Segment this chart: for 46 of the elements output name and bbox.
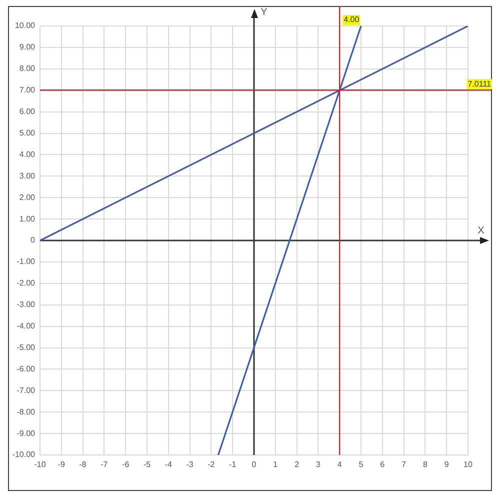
x-tick-label: -4 bbox=[164, 460, 172, 470]
y-tick-label: -10.00 bbox=[12, 450, 36, 460]
x-tick-label: -1 bbox=[229, 460, 237, 470]
y-tick-label: -7.00 bbox=[16, 386, 36, 395]
x-tick-label: -5 bbox=[143, 460, 152, 470]
x-tick-label: 7 bbox=[402, 460, 407, 470]
ref-line-label: 7.0111 bbox=[468, 79, 492, 88]
x-tick-label: -6 bbox=[122, 460, 130, 470]
y-tick-label: 4.00 bbox=[19, 150, 36, 159]
y-tick-label: -9.00 bbox=[16, 428, 36, 438]
x-tick-label: -8 bbox=[79, 460, 87, 470]
x-tick-label: 5 bbox=[358, 460, 364, 470]
y-tick-label: -4.00 bbox=[16, 322, 36, 331]
x-tick-label: -3 bbox=[186, 460, 194, 470]
x-tick-label: 10 bbox=[464, 460, 473, 470]
y-tick-label: 3.00 bbox=[19, 171, 36, 180]
x-tick-label: -7 bbox=[100, 460, 108, 470]
y-tick-label: 8.00 bbox=[19, 64, 36, 74]
y-tick-label: -3.00 bbox=[16, 300, 36, 310]
x-tick-label: 2 bbox=[294, 460, 300, 470]
y-tick-label: 2.00 bbox=[19, 192, 36, 202]
y-tick-label: 6.00 bbox=[19, 107, 36, 116]
y-tick-label: -5.00 bbox=[16, 342, 36, 352]
y-tick-label: -2.00 bbox=[16, 278, 36, 288]
y-tick-label: 1.00 bbox=[19, 214, 36, 224]
x-tick-label: 8 bbox=[422, 460, 428, 470]
y-tick-label: -6.00 bbox=[16, 364, 36, 374]
y-tick-label: 7.00 bbox=[19, 86, 36, 95]
x-tick-label: -2 bbox=[208, 460, 216, 470]
x-tick-label: -9 bbox=[58, 460, 66, 470]
x-tick-label: 6 bbox=[380, 460, 386, 470]
y-tick-label: -1.00 bbox=[16, 257, 36, 266]
x-axis-title: X bbox=[478, 225, 485, 236]
x-tick-label: 9 bbox=[444, 460, 450, 470]
y-axis-title: Y bbox=[260, 6, 268, 18]
y-tick-label: 5.00 bbox=[19, 128, 36, 138]
x-tick-label: 1 bbox=[273, 460, 278, 470]
ref-line-label: 4.00 bbox=[344, 15, 360, 24]
y-tick-label: 10.00 bbox=[14, 21, 36, 30]
y-tick-label: -8.00 bbox=[16, 407, 36, 416]
x-tick-label: 0 bbox=[252, 460, 257, 470]
y-tick-label: 9.00 bbox=[19, 42, 36, 52]
y-tick-label: 0 bbox=[30, 236, 36, 245]
x-tick-label: 4 bbox=[337, 460, 342, 470]
x-tick-label: 3 bbox=[316, 460, 321, 470]
x-tick-label: -10 bbox=[34, 460, 46, 470]
